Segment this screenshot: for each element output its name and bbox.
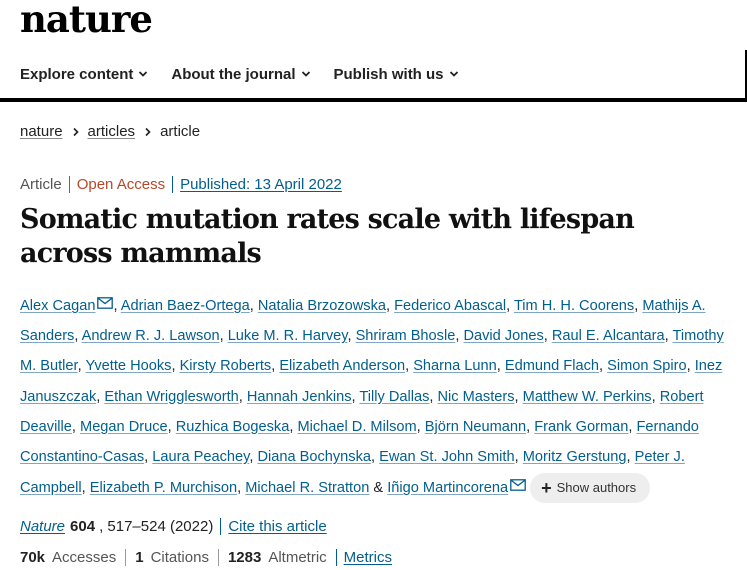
author-link[interactable]: Timothy M. Butler	[20, 328, 724, 375]
author-link[interactable]: Iñigo Martincorena	[387, 480, 509, 497]
chevron-right-icon	[145, 127, 151, 136]
show-authors-button[interactable]: + Show authors	[530, 473, 651, 504]
citation-line: Nature 604 , 517–524 (2022) Cite this ar…	[20, 518, 327, 535]
open-access-label: Open Access	[68, 176, 172, 193]
author-link[interactable]: Peter J. Campbell	[20, 449, 685, 497]
author-link[interactable]: Ewan St. John Smith	[379, 449, 515, 466]
breadcrumb-item-nature[interactable]: nature	[20, 123, 63, 140]
author-link[interactable]: Edmund Flach	[504, 358, 599, 375]
author-link[interactable]: Federico Abascal	[394, 298, 507, 314]
author-link[interactable]: Fernando Constantino-Casas	[20, 418, 699, 466]
author-link[interactable]: Elizabeth Anderson	[279, 358, 406, 375]
author-link[interactable]: Michael R. Stratton	[245, 480, 370, 497]
author-link[interactable]: Laura Peachey	[152, 449, 250, 466]
author-link[interactable]: Frank Gorman	[534, 418, 629, 435]
breadcrumb-current: article	[160, 123, 201, 140]
nav-about-journal[interactable]: About the journal	[171, 66, 310, 83]
author-link[interactable]: Inez Januszczak	[20, 358, 723, 405]
author-link[interactable]: Moritz Gerstung	[522, 449, 627, 466]
author-link[interactable]: Diana Bochynska	[257, 449, 372, 466]
nav-publish-with-us[interactable]: Publish with us	[334, 66, 459, 83]
author-link[interactable]: Raul E. Alcantara	[551, 328, 665, 345]
chevron-right-icon	[72, 127, 79, 136]
breadcrumb: nature articles article	[20, 123, 200, 140]
author-link[interactable]: Matthew W. Perkins	[522, 388, 652, 405]
author-list: Alex Cagan, Adrian Baez-Ortega, Natalia …	[20, 290, 742, 504]
metric-altmetric: 1283 Altmetric	[217, 549, 336, 566]
author-link[interactable]: Elizabeth P. Murchison	[89, 480, 238, 497]
author-link[interactable]: Tilly Dallas	[359, 388, 430, 405]
chevron-down-icon	[301, 71, 310, 77]
author-link[interactable]: Luke M. R. Harvey	[227, 328, 348, 345]
article-metrics: 70k Accesses 1 Citations 1283 Altmetric …	[20, 549, 392, 566]
author-link[interactable]: Alex Cagan	[20, 298, 96, 314]
author-link[interactable]: Sharna Lunn	[413, 358, 497, 375]
author-link[interactable]: Ethan Wrigglesworth	[104, 388, 239, 405]
plus-icon: +	[541, 478, 552, 499]
author-link[interactable]: Michael D. Milsom	[297, 418, 417, 435]
author-connector: &	[373, 480, 384, 497]
metric-label: Accesses	[52, 549, 117, 566]
metric-citations: 1 Citations	[125, 549, 218, 566]
breadcrumb-item-articles[interactable]: articles	[87, 123, 136, 140]
journal-link[interactable]: Nature	[20, 518, 66, 535]
nav-item-label: About the journal	[171, 65, 296, 83]
author-link[interactable]: Adrian Baez-Ortega	[120, 298, 250, 314]
author-link[interactable]: Mathijs A. Sanders	[20, 298, 706, 345]
author-link[interactable]: Kirsty Roberts	[179, 358, 272, 375]
metric-value: 1	[135, 549, 144, 566]
mail-icon[interactable]	[97, 290, 114, 309]
author-link[interactable]: Robert Deaville	[20, 388, 704, 435]
metrics-link[interactable]: Metrics	[335, 549, 392, 566]
nav-item-label: Publish with us	[333, 65, 444, 83]
main-nav: Explore content About the journal Publis…	[20, 64, 459, 84]
chevron-down-icon	[449, 71, 458, 77]
mail-icon[interactable]	[510, 472, 526, 492]
author-link[interactable]: Hannah Jenkins	[246, 388, 352, 405]
article-title: Somatic mutation rates scale with lifesp…	[20, 204, 635, 269]
author-link[interactable]: Megan Druce	[80, 418, 168, 435]
nav-explore-content[interactable]: Explore content	[20, 66, 148, 83]
author-link[interactable]: Yvette Hooks	[85, 358, 172, 375]
metric-value: 1283	[227, 549, 262, 566]
published-date-link[interactable]: Published: 13 April 2022	[172, 176, 342, 193]
cite-this-article-link[interactable]: Cite this article	[220, 518, 327, 535]
author-link[interactable]: Natalia Brzozowska	[257, 298, 387, 314]
chevron-down-icon	[139, 71, 148, 77]
show-authors-label: Show authors	[556, 480, 637, 496]
metric-accesses: 70k Accesses	[20, 549, 125, 566]
journal-volume: 604	[70, 518, 96, 535]
nav-item-label: Explore content	[20, 65, 134, 83]
author-link[interactable]: David Jones	[463, 328, 544, 345]
site-logo[interactable]: nature	[20, 0, 153, 41]
article-type: Article	[20, 176, 62, 193]
metric-label: Citations	[150, 549, 209, 566]
author-link[interactable]: Ruzhica Bogeska	[175, 418, 290, 435]
author-link[interactable]: Andrew R. J. Lawson	[81, 328, 220, 345]
metric-label: Altmetric	[268, 549, 327, 566]
metric-value: 70k	[20, 549, 46, 566]
author-link[interactable]: Tim H. H. Coorens	[513, 298, 635, 314]
author-link[interactable]: Nic Masters	[437, 388, 515, 405]
nav-divider	[0, 98, 747, 102]
article-meta: Article Open Access Published: 13 April …	[20, 176, 342, 193]
author-link[interactable]: Björn Neumann	[424, 418, 527, 435]
author-link[interactable]: Shriram Bhosle	[355, 328, 456, 345]
journal-pages-year: , 517–524 (2022)	[99, 518, 214, 535]
nav-divider-edge	[745, 50, 747, 100]
author-link[interactable]: Simon Spiro	[607, 358, 687, 375]
